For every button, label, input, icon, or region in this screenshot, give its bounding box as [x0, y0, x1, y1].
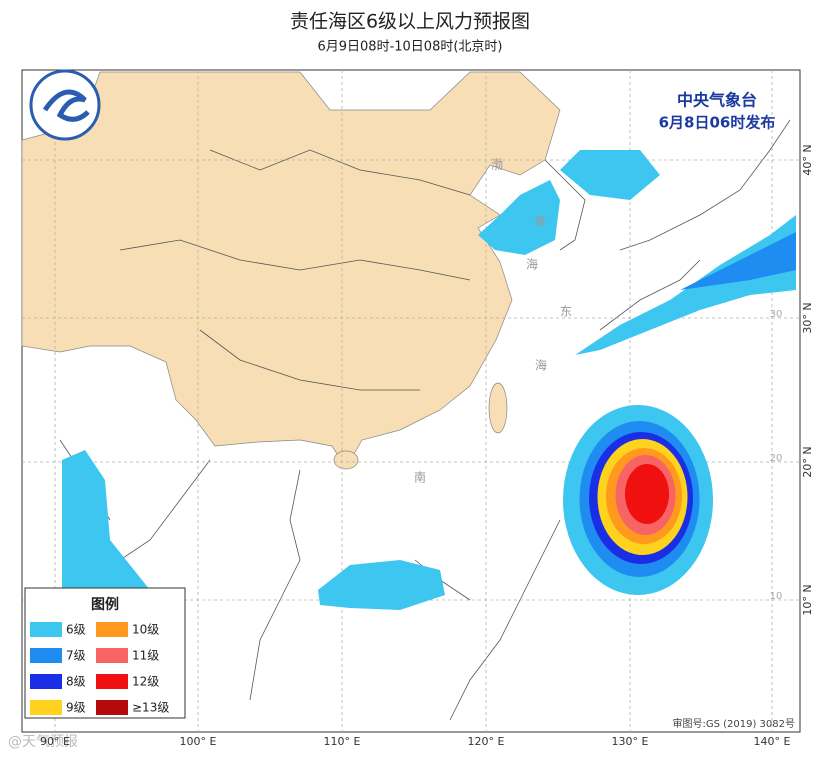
- latitude-label: 10° N: [801, 584, 814, 615]
- grid-label: 10: [770, 591, 783, 602]
- longitude-label: 110° E: [324, 735, 361, 748]
- grid-label: 20: [770, 453, 783, 464]
- legend-label: 11级: [132, 649, 159, 663]
- longitude-label: 140° E: [754, 735, 791, 748]
- legend-label: ≥13级: [132, 701, 169, 715]
- legend-swatch: [30, 648, 62, 663]
- title: 责任海区6级以上风力预报图: [290, 11, 530, 33]
- longitude-label: 100° E: [180, 735, 217, 748]
- wind-area: [575, 215, 796, 355]
- longitude-label: 120° E: [468, 735, 505, 748]
- agency-name: 中央气象台: [677, 91, 757, 110]
- map: [21, 69, 801, 733]
- legend-swatch: [30, 674, 62, 689]
- subtitle: 6月9日08时-10日08时(北京时): [317, 40, 502, 55]
- sea-label: 黄: [534, 215, 546, 229]
- sea-label: 海: [526, 257, 538, 272]
- cma-logo-mark: [42, 89, 90, 122]
- wind-area: [680, 232, 796, 290]
- latitude-label: 30° N: [801, 302, 814, 333]
- legend: 图例 6级 10级 7级 11级 8级 12级 9级 ≥13级: [24, 587, 186, 719]
- legend-label: 8级: [66, 675, 86, 689]
- taiwan: [488, 382, 508, 434]
- legend-swatch: [96, 648, 128, 663]
- legend-swatch: [96, 700, 128, 715]
- hainan: [333, 450, 359, 470]
- sea-label: 东: [560, 305, 572, 319]
- watermark: @天气预报: [8, 734, 78, 750]
- legend-label: 12级: [132, 675, 159, 689]
- issue-time: 6月8日06时发布: [659, 114, 776, 132]
- latitude-label: 20° N: [801, 446, 814, 477]
- legend-label: 6级: [66, 623, 86, 637]
- latitude-label: 40° N: [801, 144, 814, 175]
- wind-area: [478, 180, 560, 255]
- longitude-label: 90° E: [40, 735, 70, 748]
- legend-swatch: [30, 700, 62, 715]
- grid-label: 30: [770, 309, 783, 320]
- sea-label: 海: [535, 358, 547, 373]
- legend-swatch: [30, 622, 62, 637]
- sea-label: 南: [414, 470, 426, 485]
- sea-label: 渤: [491, 158, 503, 172]
- china-land: [21, 71, 561, 469]
- legend-label: 10级: [132, 623, 159, 637]
- wind-area: [62, 450, 150, 620]
- wind-area: [625, 464, 669, 524]
- legend-label: 9级: [66, 701, 86, 715]
- longitude-label: 130° E: [612, 735, 649, 748]
- legend-swatch: [96, 674, 128, 689]
- wind-area: [560, 150, 660, 200]
- wind-area: [318, 560, 445, 610]
- legend-label: 7级: [66, 649, 86, 663]
- approval-number: 审图号:GS (2019) 3082号: [672, 717, 795, 730]
- legend-swatch: [96, 622, 128, 637]
- legend-title: 图例: [91, 596, 119, 613]
